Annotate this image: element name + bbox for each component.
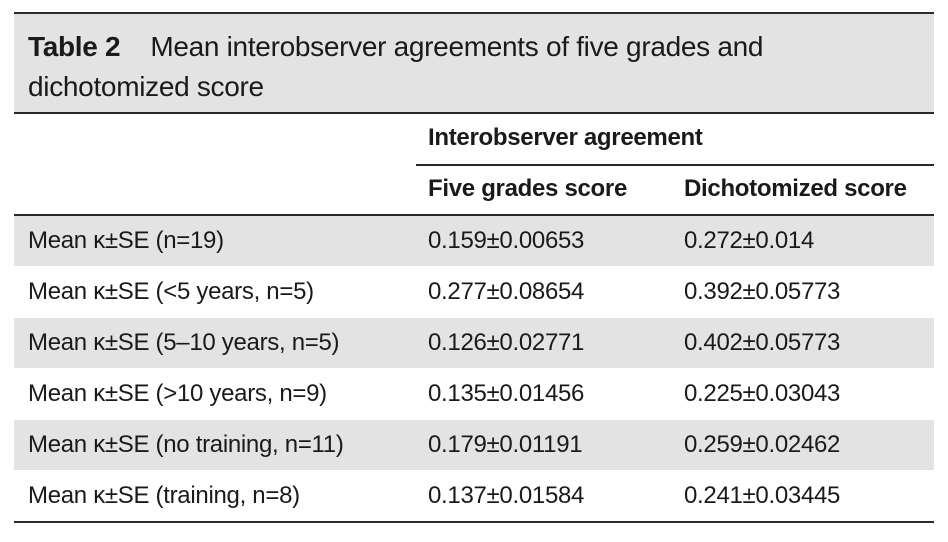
group-header-row: Interobserver agreement bbox=[14, 114, 934, 166]
caption-title: Mean interobserver agreements of five gr… bbox=[150, 31, 764, 62]
five-grades-value: 0.126±0.02771 bbox=[428, 329, 585, 356]
group-header: Interobserver agreement bbox=[428, 124, 703, 151]
table-row: Mean κ±SE (5–10 years, n=5) 0.126±0.0277… bbox=[14, 318, 934, 369]
column-header-dichotomized: Dichotomized score bbox=[684, 175, 907, 202]
column-header-five-grades: Five grades score bbox=[428, 175, 628, 202]
dichotomized-value: 0.241±0.03445 bbox=[684, 482, 841, 509]
row-label: Mean κ±SE (training, n=8) bbox=[28, 482, 300, 509]
five-grades-value: 0.277±0.08654 bbox=[428, 278, 585, 305]
row-label: Mean κ±SE (no training, n=11) bbox=[28, 431, 344, 458]
row-label: Mean κ±SE (5–10 years, n=5) bbox=[28, 329, 340, 356]
five-grades-value: 0.135±0.01456 bbox=[428, 380, 585, 407]
dichotomized-value: 0.225±0.03043 bbox=[684, 380, 841, 407]
dichotomized-value: 0.392±0.05773 bbox=[684, 278, 841, 305]
table-row: Mean κ±SE (>10 years, n=9) 0.135±0.01456… bbox=[14, 369, 934, 420]
table-label: Table 2 bbox=[28, 31, 121, 62]
dichotomized-value: 0.402±0.05773 bbox=[684, 329, 841, 356]
table-row: Mean κ±SE (no training, n=11) 0.179±0.01… bbox=[14, 420, 934, 471]
column-header-row: Five grades score Dichotomized score bbox=[14, 166, 934, 216]
row-label: Mean κ±SE (>10 years, n=9) bbox=[28, 380, 327, 407]
table-row: Mean κ±SE (<5 years, n=5) 0.277±0.08654 … bbox=[14, 267, 934, 318]
five-grades-value: 0.179±0.01191 bbox=[428, 431, 583, 458]
table-row: Mean κ±SE (n=19) 0.159±0.00653 0.272±0.0… bbox=[14, 216, 934, 267]
table-caption: Table 2 Mean interobserver agreements of … bbox=[14, 12, 934, 114]
row-label: Mean κ±SE (<5 years, n=5) bbox=[28, 278, 314, 305]
row-label: Mean κ±SE (n=19) bbox=[28, 227, 224, 254]
caption-line-2: dichotomized score bbox=[28, 71, 264, 102]
five-grades-value: 0.159±0.00653 bbox=[428, 227, 585, 254]
data-table: Interobserver agreement Five grades scor… bbox=[14, 114, 934, 523]
dichotomized-value: 0.272±0.014 bbox=[684, 227, 814, 254]
five-grades-value: 0.137±0.01584 bbox=[428, 482, 585, 509]
table-row: Mean κ±SE (training, n=8) 0.137±0.01584 … bbox=[14, 471, 934, 523]
group-header-rule bbox=[416, 164, 934, 166]
dichotomized-value: 0.259±0.02462 bbox=[684, 431, 841, 458]
caption-line-1: Table 2 Mean interobserver agreements of … bbox=[28, 30, 763, 64]
